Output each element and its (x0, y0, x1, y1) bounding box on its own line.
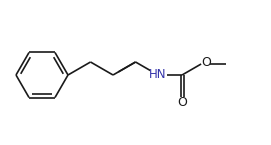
Text: O: O (177, 96, 187, 108)
Text: O: O (201, 57, 211, 69)
Text: HN: HN (149, 68, 167, 80)
